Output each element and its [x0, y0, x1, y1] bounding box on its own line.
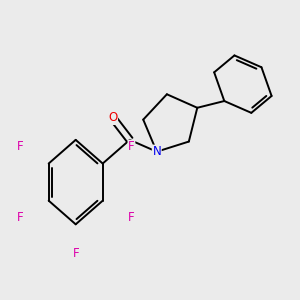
Text: N: N — [152, 145, 161, 158]
Text: F: F — [17, 140, 23, 153]
Text: O: O — [108, 111, 118, 124]
Text: F: F — [72, 247, 79, 260]
Text: F: F — [17, 211, 23, 224]
Text: F: F — [128, 211, 135, 224]
Text: F: F — [128, 140, 135, 153]
